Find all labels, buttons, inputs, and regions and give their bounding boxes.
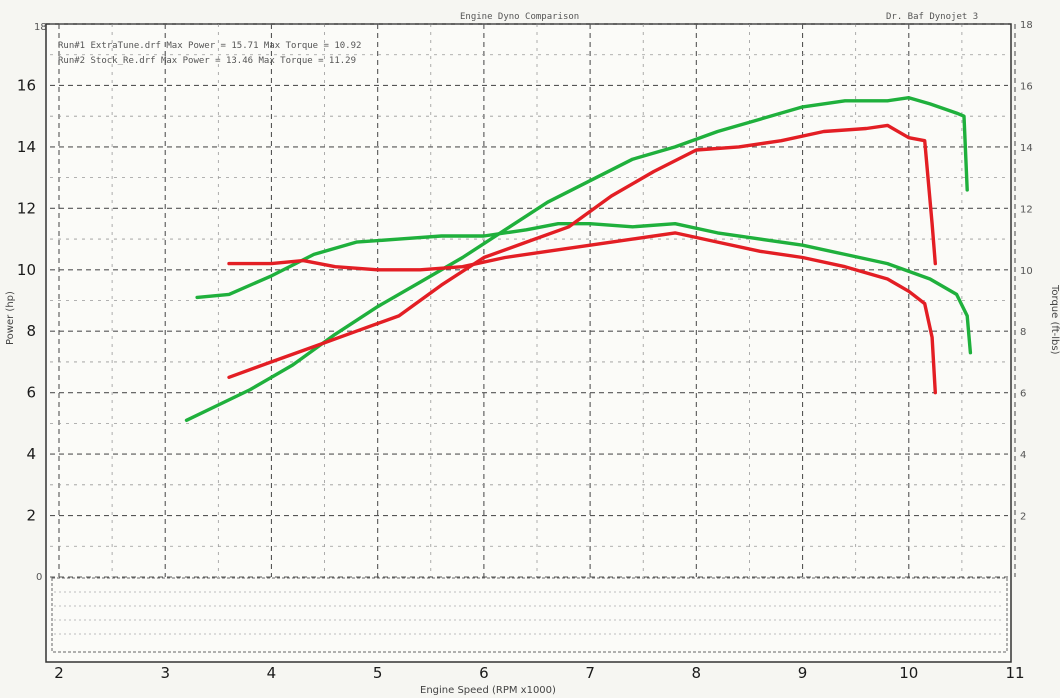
x-tick-label: 9 — [798, 664, 808, 682]
x-tick-label: 11 — [1005, 664, 1024, 682]
x-tick-label: 10 — [899, 664, 918, 682]
x-tick-label: 7 — [585, 664, 595, 682]
legend-line-1: Run#1 ExtraTune.drf Max Power = 15.71 Ma… — [58, 41, 361, 51]
y2-tick-label: 16 — [1020, 81, 1033, 92]
y-tick-label: 16 — [17, 76, 36, 94]
y-tick-label: 10 — [17, 261, 36, 279]
y2-tick-label: 12 — [1020, 204, 1033, 215]
y2-tick-label: 14 — [1020, 143, 1033, 154]
x-tick-label: 3 — [160, 664, 170, 682]
header-right: Dr. Baf Dynojet 3 — [886, 12, 978, 22]
plot-frame — [45, 23, 1012, 663]
series-line-4 — [227, 231, 937, 395]
series-line-2 — [195, 221, 973, 355]
y-tick-label: 6 — [26, 384, 36, 402]
series-line-3 — [227, 123, 937, 379]
x-tick-labels: 2 3 4 5 6 7 8 9 10 11 — [54, 664, 1024, 682]
table-strip-lines — [54, 591, 1004, 635]
y2-tick-label: 4 — [1020, 450, 1026, 461]
y-tick-label: 2 — [26, 507, 36, 525]
y-tick-label: 12 — [17, 199, 36, 217]
y-top-label: 18 — [34, 22, 47, 33]
y2-tick-label: 18 — [1020, 20, 1033, 31]
y2-tick-labels: 2 4 6 8 10 12 14 16 18 — [1020, 20, 1033, 523]
x-tick-label: 4 — [267, 664, 277, 682]
y2-tick-label: 10 — [1020, 266, 1033, 277]
chart-title: Engine Dyno Comparison — [460, 12, 579, 22]
x-axis-label: Engine Speed (RPM x1000) — [420, 685, 556, 696]
y2-axis-label: Torque (ft-lbs) — [1049, 284, 1060, 355]
x-tick-label: 8 — [692, 664, 702, 682]
x-tick-label: 5 — [373, 664, 383, 682]
gridlines — [50, 23, 1016, 578]
y-zero-label: 0 — [36, 572, 42, 583]
y-tick-label: 4 — [26, 445, 36, 463]
x-tick-label: 6 — [479, 664, 489, 682]
y2-tick-label: 8 — [1020, 327, 1026, 338]
legend-line-2: Run#2 Stock_Re.drf Max Power = 13.46 Max… — [58, 56, 356, 66]
y-axis-label: Power (hp) — [5, 291, 16, 345]
y2-tick-label: 2 — [1020, 512, 1026, 523]
series-lines — [184, 95, 973, 422]
y-tick-label: 14 — [17, 138, 36, 156]
x-tick-label: 2 — [54, 664, 64, 682]
y-tick-label: 8 — [26, 322, 36, 340]
y2-tick-label: 6 — [1020, 389, 1026, 400]
table-strip — [51, 577, 1008, 653]
y-tick-labels: 2 4 6 8 10 12 14 16 — [17, 76, 36, 524]
